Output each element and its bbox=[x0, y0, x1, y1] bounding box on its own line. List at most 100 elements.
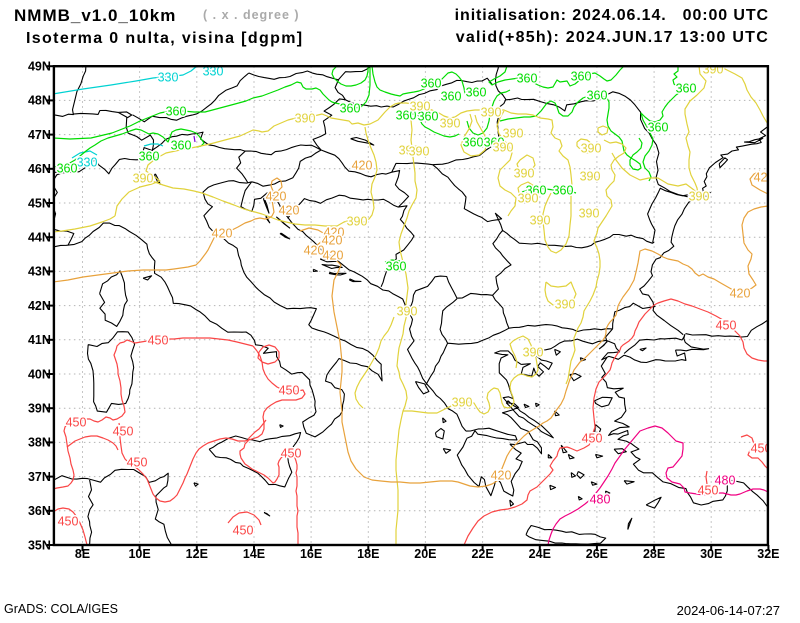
svg-text:390: 390 bbox=[581, 142, 602, 156]
svg-text:450: 450 bbox=[233, 524, 254, 538]
svg-text:390: 390 bbox=[481, 106, 502, 120]
svg-text:420: 420 bbox=[322, 234, 343, 248]
svg-text:420: 420 bbox=[279, 204, 300, 218]
svg-text:360: 360 bbox=[421, 77, 442, 91]
svg-text:450: 450 bbox=[113, 425, 134, 439]
svg-text:480: 480 bbox=[590, 493, 611, 507]
svg-text:45N: 45N bbox=[28, 196, 51, 210]
svg-text:330: 330 bbox=[203, 65, 224, 79]
svg-text:390: 390 bbox=[689, 190, 710, 204]
svg-text:360: 360 bbox=[526, 184, 547, 198]
svg-text:48N: 48N bbox=[28, 94, 51, 108]
svg-text:22E: 22E bbox=[471, 547, 493, 561]
svg-text:360: 360 bbox=[396, 109, 417, 123]
svg-text:46N: 46N bbox=[28, 162, 51, 176]
svg-text:18E: 18E bbox=[357, 547, 379, 561]
svg-text:40N: 40N bbox=[28, 367, 51, 381]
svg-text:450: 450 bbox=[279, 384, 300, 398]
svg-text:valid(+85h): 2024.JUN.17 13:00: valid(+85h): 2024.JUN.17 13:00 UTC bbox=[456, 29, 769, 46]
svg-text:28E: 28E bbox=[643, 547, 665, 561]
svg-text:390: 390 bbox=[503, 127, 524, 141]
svg-text:390: 390 bbox=[518, 192, 539, 206]
svg-text:( . x . degree ): ( . x . degree ) bbox=[203, 8, 300, 22]
svg-text:450: 450 bbox=[66, 416, 87, 430]
svg-text:450: 450 bbox=[127, 456, 148, 470]
svg-text:390: 390 bbox=[397, 305, 418, 319]
svg-text:390: 390 bbox=[530, 214, 551, 228]
svg-text:42N: 42N bbox=[28, 299, 51, 313]
svg-text:450: 450 bbox=[582, 432, 603, 446]
svg-text:390: 390 bbox=[133, 172, 154, 186]
svg-text:420: 420 bbox=[491, 469, 512, 483]
svg-text:390: 390 bbox=[579, 207, 600, 221]
svg-text:39N: 39N bbox=[28, 402, 51, 416]
svg-text:360: 360 bbox=[441, 90, 462, 104]
svg-text:420: 420 bbox=[304, 244, 325, 258]
svg-text:360: 360 bbox=[340, 102, 361, 116]
svg-text:360: 360 bbox=[648, 121, 669, 135]
svg-text:390: 390 bbox=[580, 170, 601, 184]
svg-text:NMMB_v1.0_10km: NMMB_v1.0_10km bbox=[14, 6, 176, 25]
svg-text:420: 420 bbox=[266, 190, 287, 204]
svg-text:12E: 12E bbox=[186, 547, 208, 561]
svg-text:420: 420 bbox=[323, 249, 344, 263]
svg-text:360: 360 bbox=[57, 162, 78, 176]
svg-text:360: 360 bbox=[517, 72, 538, 86]
svg-text:360: 360 bbox=[418, 110, 439, 124]
svg-text:37N: 37N bbox=[28, 470, 51, 484]
svg-text:32E: 32E bbox=[757, 547, 779, 561]
svg-text:43N: 43N bbox=[28, 265, 51, 279]
svg-text:360: 360 bbox=[553, 184, 574, 198]
svg-text:390: 390 bbox=[295, 112, 316, 126]
svg-text:36N: 36N bbox=[28, 504, 51, 518]
svg-text:360: 360 bbox=[676, 82, 697, 96]
svg-text:360: 360 bbox=[171, 139, 192, 153]
svg-text:44N: 44N bbox=[28, 231, 51, 245]
svg-text:420: 420 bbox=[754, 171, 775, 185]
svg-text:390: 390 bbox=[452, 396, 473, 410]
svg-text:390: 390 bbox=[493, 141, 514, 155]
svg-text:390: 390 bbox=[409, 145, 430, 159]
svg-text:49N: 49N bbox=[28, 60, 51, 74]
svg-text:8E: 8E bbox=[75, 547, 90, 561]
svg-text:420: 420 bbox=[352, 159, 373, 173]
svg-text:10E: 10E bbox=[128, 547, 150, 561]
svg-text:450: 450 bbox=[281, 447, 302, 461]
svg-text:420: 420 bbox=[212, 227, 233, 241]
svg-text:Isoterma 0 nulta, visina [dgpm: Isoterma 0 nulta, visina [dgpm] bbox=[26, 30, 303, 47]
svg-text:480: 480 bbox=[715, 474, 736, 488]
svg-text:360: 360 bbox=[139, 150, 160, 164]
svg-text:390: 390 bbox=[399, 144, 420, 158]
svg-text:390: 390 bbox=[523, 346, 544, 360]
svg-text:360: 360 bbox=[484, 136, 505, 150]
svg-text:24E: 24E bbox=[529, 547, 551, 561]
svg-text:390: 390 bbox=[555, 298, 576, 312]
svg-text:390: 390 bbox=[440, 117, 461, 131]
svg-text:initialisation: 2024.06.14.: initialisation: 2024.06.14. 00:00 UTC bbox=[455, 7, 769, 24]
svg-text:16E: 16E bbox=[300, 547, 322, 561]
svg-text:14E: 14E bbox=[243, 547, 265, 561]
svg-text:35N: 35N bbox=[28, 538, 51, 552]
svg-text:360: 360 bbox=[587, 89, 608, 103]
svg-text:360: 360 bbox=[463, 136, 484, 150]
svg-text:47N: 47N bbox=[28, 128, 51, 142]
svg-text:360: 360 bbox=[466, 86, 487, 100]
svg-text:30E: 30E bbox=[700, 547, 722, 561]
svg-text:38N: 38N bbox=[28, 436, 51, 450]
svg-text:360: 360 bbox=[166, 105, 187, 119]
svg-text:450: 450 bbox=[58, 515, 79, 529]
svg-text:450: 450 bbox=[148, 334, 169, 348]
svg-text:26E: 26E bbox=[586, 547, 608, 561]
svg-text:41N: 41N bbox=[28, 333, 51, 347]
svg-text:450: 450 bbox=[751, 442, 772, 456]
svg-text:20E: 20E bbox=[414, 547, 436, 561]
svg-text:GrADS: COLA/IGES: GrADS: COLA/IGES bbox=[4, 602, 118, 616]
svg-text:390: 390 bbox=[347, 215, 368, 229]
svg-text:450: 450 bbox=[698, 484, 719, 498]
svg-text:390: 390 bbox=[410, 100, 431, 114]
svg-text:450: 450 bbox=[716, 319, 737, 333]
svg-text:330: 330 bbox=[77, 156, 98, 170]
svg-text:360: 360 bbox=[571, 70, 592, 84]
svg-text:420: 420 bbox=[730, 287, 751, 301]
svg-text:390: 390 bbox=[514, 167, 535, 181]
